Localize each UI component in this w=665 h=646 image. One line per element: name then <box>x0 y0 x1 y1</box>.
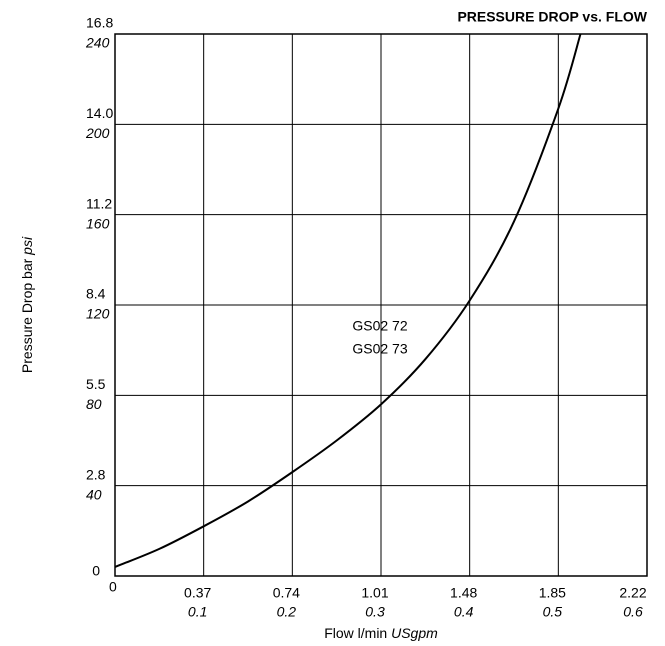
chart-title: PRESSURE DROP vs. FLOW <box>457 9 647 25</box>
y-tick-label: 5.5 <box>86 376 106 392</box>
x-tick-label: 2.22 <box>619 585 646 601</box>
x-tick-label: 0.37 <box>184 585 211 601</box>
x-label-unit: USgpm <box>391 625 438 641</box>
y-tick-label: 16.8 <box>86 15 113 31</box>
x-tick-label: 0 <box>109 579 117 595</box>
curve <box>114 33 582 568</box>
y-tick-label-psi: 80 <box>86 396 102 412</box>
y-tick-label: 8.4 <box>86 286 106 302</box>
x-tick-label-usgpm: 0.2 <box>277 604 297 620</box>
x-tick-label-usgpm: 0.5 <box>543 604 563 620</box>
y-label-text: Pressure Drop bar <box>19 258 35 373</box>
x-tick-label-usgpm: 0.4 <box>454 604 474 620</box>
y-tick-label: 11.2 <box>86 195 112 211</box>
y-axis-label: Pressure Drop bar psi <box>19 236 35 373</box>
x-label-text: Flow l/min <box>324 625 387 641</box>
x-tick-label: 1.85 <box>539 585 566 601</box>
x-axis-label: Flow l/min USgpm <box>324 625 438 641</box>
y-label-unit: psi <box>19 236 35 256</box>
x-tick-label-usgpm: 0.6 <box>623 604 643 620</box>
y-tick-label-psi: 240 <box>85 35 110 51</box>
y-tick-label: 14.0 <box>86 105 113 121</box>
x-tick-label: 1.01 <box>361 585 388 601</box>
y-tick-label-psi: 120 <box>86 306 110 322</box>
y-tick-label-psi: 160 <box>86 215 110 231</box>
y-tick-label-psi: 200 <box>85 125 110 141</box>
x-tick-label: 0.74 <box>273 585 300 601</box>
x-tick-label-usgpm: 0.1 <box>188 604 207 620</box>
x-tick-label-usgpm: 0.3 <box>365 604 385 620</box>
y-tick-label: 2.8 <box>86 466 106 482</box>
x-tick-label: 1.48 <box>450 585 477 601</box>
annotation: GS02 72 <box>352 318 407 334</box>
y-tick-label-psi: 40 <box>86 486 102 502</box>
annotation: GS02 73 <box>352 341 407 357</box>
y-tick-label: 0 <box>92 563 100 579</box>
